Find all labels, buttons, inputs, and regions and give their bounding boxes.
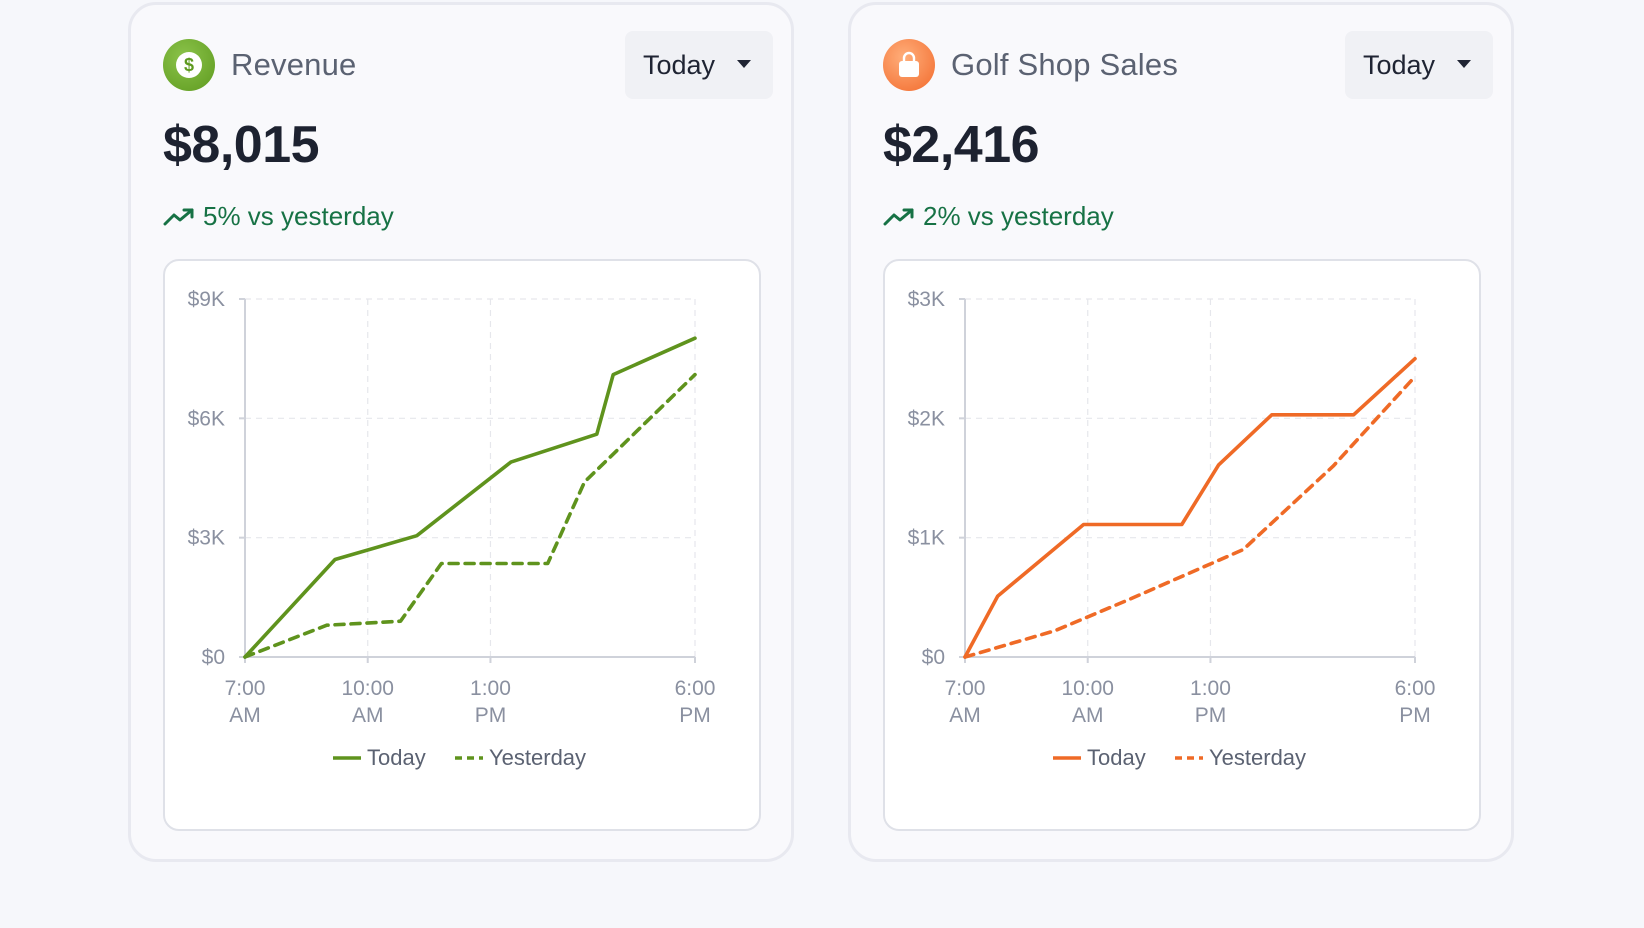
- card-header: Golf Shop Sales Today: [883, 31, 1493, 99]
- period-label: Today: [1363, 49, 1436, 80]
- legend-label-yesterday: Yesterday: [1209, 745, 1306, 770]
- trend-text: 2% vs yesterday: [923, 201, 1114, 231]
- legend-label-today: Today: [1087, 745, 1146, 770]
- revenue-card: $ Revenue Today $8,015 5% vs yesterday $…: [128, 2, 794, 862]
- period-label: Today: [643, 49, 716, 80]
- y-tick-label: $0: [922, 646, 945, 669]
- x-tick-label: 1:00 PM: [470, 677, 511, 727]
- trend-text: 5% vs yesterday: [203, 201, 394, 231]
- legend-label-yesterday: Yesterday: [489, 745, 586, 770]
- period-dropdown[interactable]: Today: [625, 31, 773, 99]
- svg-text:$: $: [184, 55, 194, 75]
- period-dropdown[interactable]: Today: [1345, 31, 1493, 99]
- trend-indicator: 2% vs yesterday: [883, 201, 1114, 232]
- trending-up-icon: [883, 208, 914, 225]
- y-tick-label: $2K: [908, 407, 945, 430]
- legend-label-today: Today: [367, 745, 426, 770]
- card-title: Golf Shop Sales: [951, 47, 1179, 82]
- x-tick-label: 6:00 PM: [675, 677, 716, 727]
- series-line-today: [963, 356, 1417, 659]
- x-tick-label: 6:00 PM: [1395, 677, 1436, 727]
- shopping-bag-icon: [883, 39, 935, 91]
- y-tick-label: $6K: [188, 407, 225, 430]
- card-header: $ Revenue Today: [163, 31, 773, 99]
- y-tick-label: $1K: [908, 527, 945, 550]
- trend-indicator: 5% vs yesterday: [163, 201, 394, 232]
- y-tick-label: $0: [202, 646, 225, 669]
- y-tick-label: $3K: [908, 288, 945, 311]
- x-tick-label: 7:00 AM: [225, 677, 266, 727]
- series-line-yesterday: [963, 374, 1417, 659]
- x-tick-label: 10:00 AM: [341, 677, 394, 727]
- x-tick-label: 1:00 PM: [1190, 677, 1231, 727]
- series-line-yesterday: [243, 372, 697, 659]
- caret-down-icon: [1457, 60, 1471, 68]
- revenue-chart-svg: $0 $3K $6K $9K 7:00 AM 10:00 AM 1:00 PM 6:00 PM Toda…: [188, 288, 716, 770]
- golf-shop-card: Golf Shop Sales Today $2,416 2% vs yeste…: [848, 2, 1514, 862]
- trending-up-icon: [163, 208, 194, 225]
- golf-shop-chart: $0 $1K $2K $3K 7:00 AM 10:00 AM 1:00 PM 6:00 PM Toda…: [883, 259, 1481, 831]
- golf-shop-chart-svg: $0 $1K $2K $3K 7:00 AM 10:00 AM 1:00 PM 6:00 PM Toda…: [908, 288, 1436, 770]
- dollar-icon: $: [163, 39, 215, 91]
- y-tick-label: $9K: [188, 288, 225, 311]
- series-line-today: [243, 336, 697, 659]
- x-tick-label: 10:00 AM: [1061, 677, 1114, 727]
- card-title: Revenue: [231, 47, 357, 82]
- x-tick-label: 7:00 AM: [945, 677, 986, 727]
- y-tick-label: $3K: [188, 527, 225, 550]
- revenue-chart: $0 $3K $6K $9K 7:00 AM 10:00 AM 1:00 PM 6:00 PM Toda…: [163, 259, 761, 831]
- revenue-value: $8,015: [163, 116, 320, 174]
- caret-down-icon: [737, 60, 751, 68]
- sales-value: $2,416: [883, 116, 1040, 174]
